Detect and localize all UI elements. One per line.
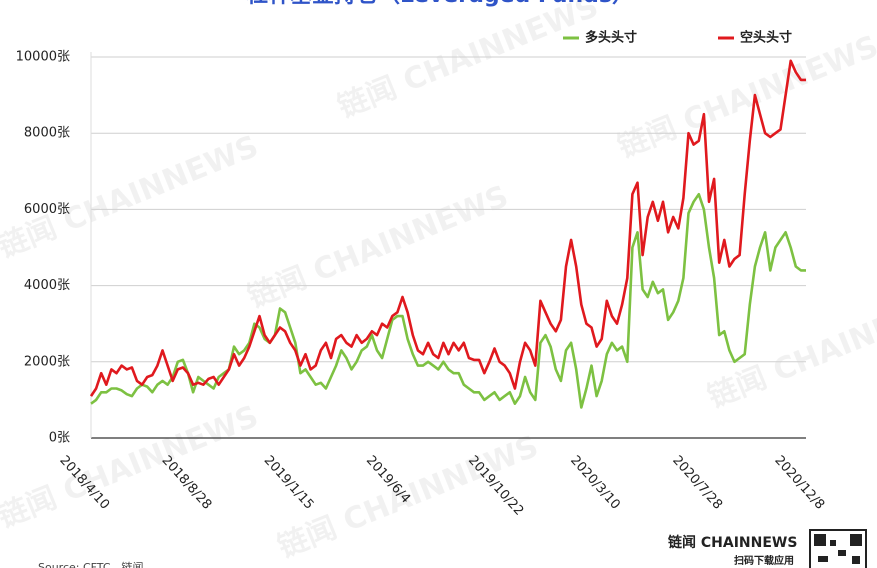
y-tick-label: 2000张 xyxy=(24,354,70,369)
brand-sub: 扫码下载应用 xyxy=(734,554,794,567)
series-line xyxy=(89,59,806,397)
y-tick-label: 4000张 xyxy=(24,278,70,293)
legend-label: 空头头寸 xyxy=(740,30,792,46)
watermark: 链闻 CHAINNEWS xyxy=(613,29,877,165)
y-tick-label: 6000张 xyxy=(24,202,70,217)
watermark: 链闻 CHAINNEWS xyxy=(0,399,263,535)
x-tick-label: 2020/3/10 xyxy=(567,453,623,513)
y-tick-label: 10000张 xyxy=(16,50,70,65)
qr-code xyxy=(809,529,867,568)
chart-title: 杠杆基金持仓（Leveraged Funds） xyxy=(246,0,634,8)
x-tick-label: 2019/1/15 xyxy=(261,453,317,513)
x-tick-label: 2020/12/8 xyxy=(771,453,827,513)
source: Source: CFTC，链闻 xyxy=(38,560,144,568)
x-tick-label: 2020/7/28 xyxy=(669,453,725,513)
y-tick-label: 0张 xyxy=(49,431,70,446)
watermark: 链闻 CHAINNEWS xyxy=(243,179,513,315)
brand: 链闻 CHAINNEWS xyxy=(668,534,797,551)
series-line xyxy=(90,192,806,409)
y-tick-label: 8000张 xyxy=(24,126,70,141)
watermark: 链闻 CHAINNEWS xyxy=(333,0,603,125)
watermark: 链闻 CHAINNEWS xyxy=(0,129,263,265)
legend-label: 多头头寸 xyxy=(585,30,637,46)
